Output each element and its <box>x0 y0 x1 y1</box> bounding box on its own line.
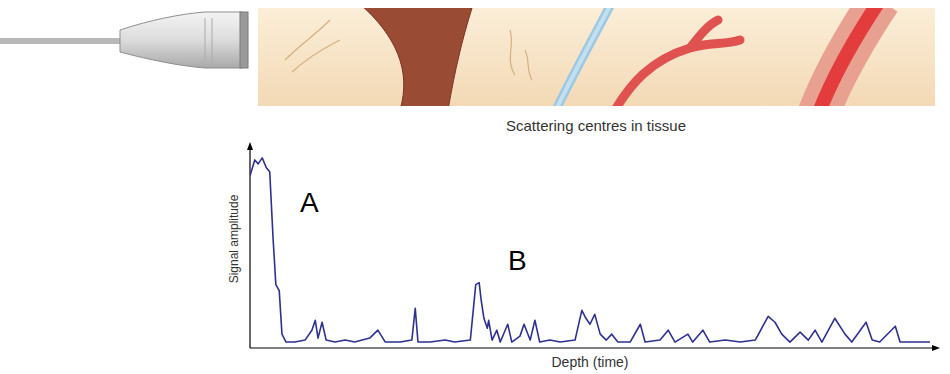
annotation: A <box>300 187 319 218</box>
illustration <box>0 12 248 68</box>
artery-lumen <box>818 8 880 106</box>
data-group <box>250 158 930 342</box>
tissue <box>258 8 935 106</box>
x-axis-arrow <box>932 345 940 351</box>
artery-wall <box>818 8 880 106</box>
page: {"chart_data": {"type": "line", "xlabel"… <box>0 0 950 374</box>
probe-cable <box>0 38 130 44</box>
caption: Scattering centres in tissue <box>506 117 686 134</box>
y-axis-title: Signal amplitude <box>227 194 241 283</box>
figure: Scattering centres in tissue Depth (time)… <box>0 0 950 374</box>
annotation: B <box>508 245 527 276</box>
nerve-core <box>555 8 612 106</box>
nerve <box>555 8 612 106</box>
signal-line <box>250 158 930 342</box>
axes <box>247 142 940 351</box>
probe-body <box>120 12 242 68</box>
probe-face <box>240 12 248 68</box>
probe-grip <box>205 18 212 62</box>
tissue-fibres <box>510 30 532 80</box>
organ <box>360 8 472 106</box>
tissue-fibres <box>285 20 340 72</box>
x-axis <box>250 347 936 348</box>
y-axis <box>249 146 250 348</box>
blood-vessel <box>615 20 740 106</box>
x-axis-title: Depth (time) <box>551 354 628 370</box>
y-axis-arrow <box>247 142 253 150</box>
